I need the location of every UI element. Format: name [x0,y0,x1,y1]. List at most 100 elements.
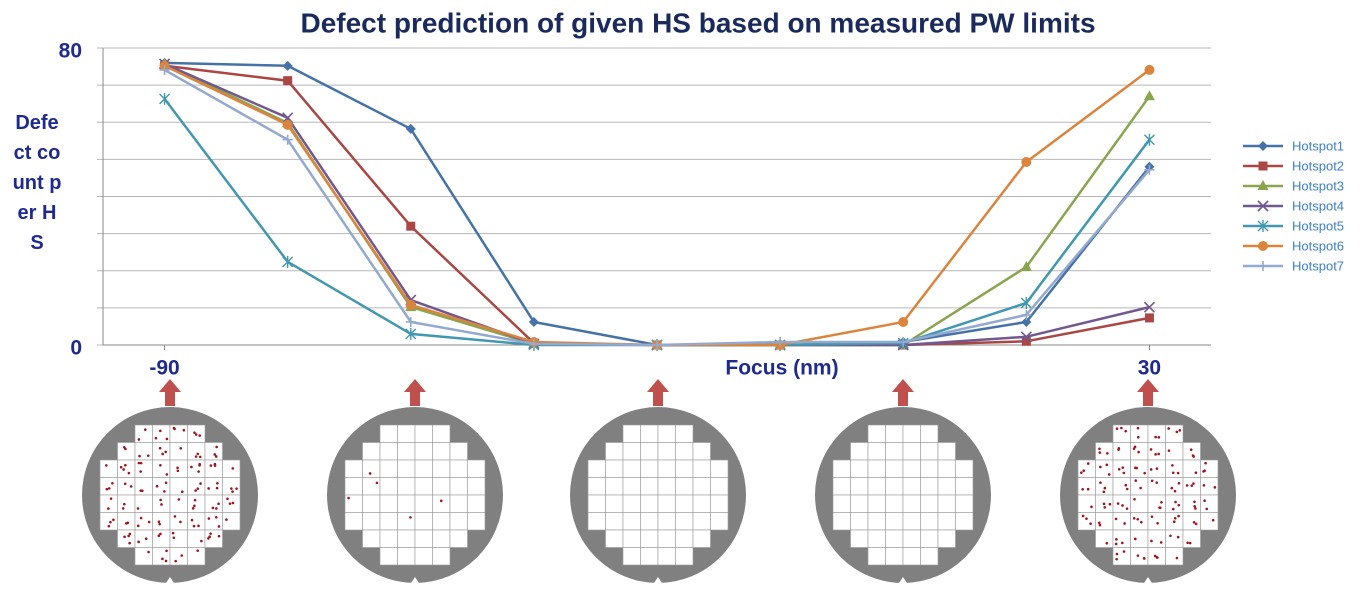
marker [1143,133,1155,146]
die [587,459,606,478]
defect [1188,541,1192,545]
die [169,547,188,566]
defect [121,507,125,510]
defect [1190,484,1194,487]
die [379,494,398,513]
defect [1102,490,1106,494]
defect [1177,482,1181,485]
die [1095,512,1114,531]
die [605,442,624,461]
wafer-maps [82,379,1236,583]
defect [1122,550,1126,553]
die [204,477,223,496]
marker [1144,64,1155,75]
defect [111,481,114,485]
marker [406,221,416,231]
defect [1173,489,1177,493]
defect [217,502,220,506]
defect [194,489,197,492]
die [1112,477,1131,496]
die [187,512,206,531]
die [1077,459,1096,478]
marker [405,299,416,310]
legend-label: Hotspot7 [1292,258,1344,273]
arrow [647,379,669,406]
defect [139,461,143,465]
die [397,442,416,461]
die [379,529,398,548]
defect [1211,518,1215,522]
die [920,494,939,513]
die [169,494,188,513]
notch [411,577,419,583]
defect [1136,517,1140,521]
die [920,459,939,478]
defect [225,518,228,521]
defect [214,455,218,458]
die [657,477,676,496]
die [1130,512,1149,531]
defect [164,481,168,485]
defect [139,470,142,473]
defect [159,463,162,467]
marker [1021,156,1032,167]
die [117,442,136,461]
defect [1098,447,1101,451]
die [1200,494,1219,513]
defect [1175,430,1179,434]
die [902,459,921,478]
defect [198,434,202,437]
legend-label: Hotspot2 [1292,158,1344,173]
defect [196,549,200,552]
marker [528,316,539,327]
die [1182,494,1201,513]
die [850,442,869,461]
defect [1186,541,1189,545]
die [134,547,153,566]
die [397,424,416,443]
die [449,494,468,513]
defect [1157,452,1160,456]
defect [1149,468,1153,471]
defect [124,447,127,451]
defect [1125,507,1129,510]
defect [138,454,141,458]
series-line [164,64,1150,347]
defect [1098,523,1102,527]
defect [1105,541,1109,545]
defect [1140,520,1143,524]
defect [1194,507,1197,510]
die [902,547,921,566]
die [605,477,624,496]
die [710,459,729,478]
die [1165,529,1184,548]
die [187,494,206,513]
defect [159,429,162,433]
die [1077,494,1096,513]
die [1112,459,1131,478]
marker [1257,180,1269,190]
defect [196,487,200,490]
marker [898,316,909,327]
defect [226,497,229,501]
defect [1176,535,1180,539]
marker [528,338,539,349]
die [379,459,398,478]
die [832,459,851,478]
die [134,477,153,496]
die [1130,459,1149,478]
marker [405,327,417,340]
defect [1134,479,1138,482]
defect [1154,435,1157,439]
defect [1143,471,1146,475]
die [920,529,939,548]
defect [217,534,221,538]
defect [1115,557,1118,561]
die [432,512,451,531]
defect [119,465,123,469]
die [920,477,939,496]
x-tick-label: -90 [149,357,179,380]
die [850,459,869,478]
defect [123,535,126,539]
die [937,512,956,531]
